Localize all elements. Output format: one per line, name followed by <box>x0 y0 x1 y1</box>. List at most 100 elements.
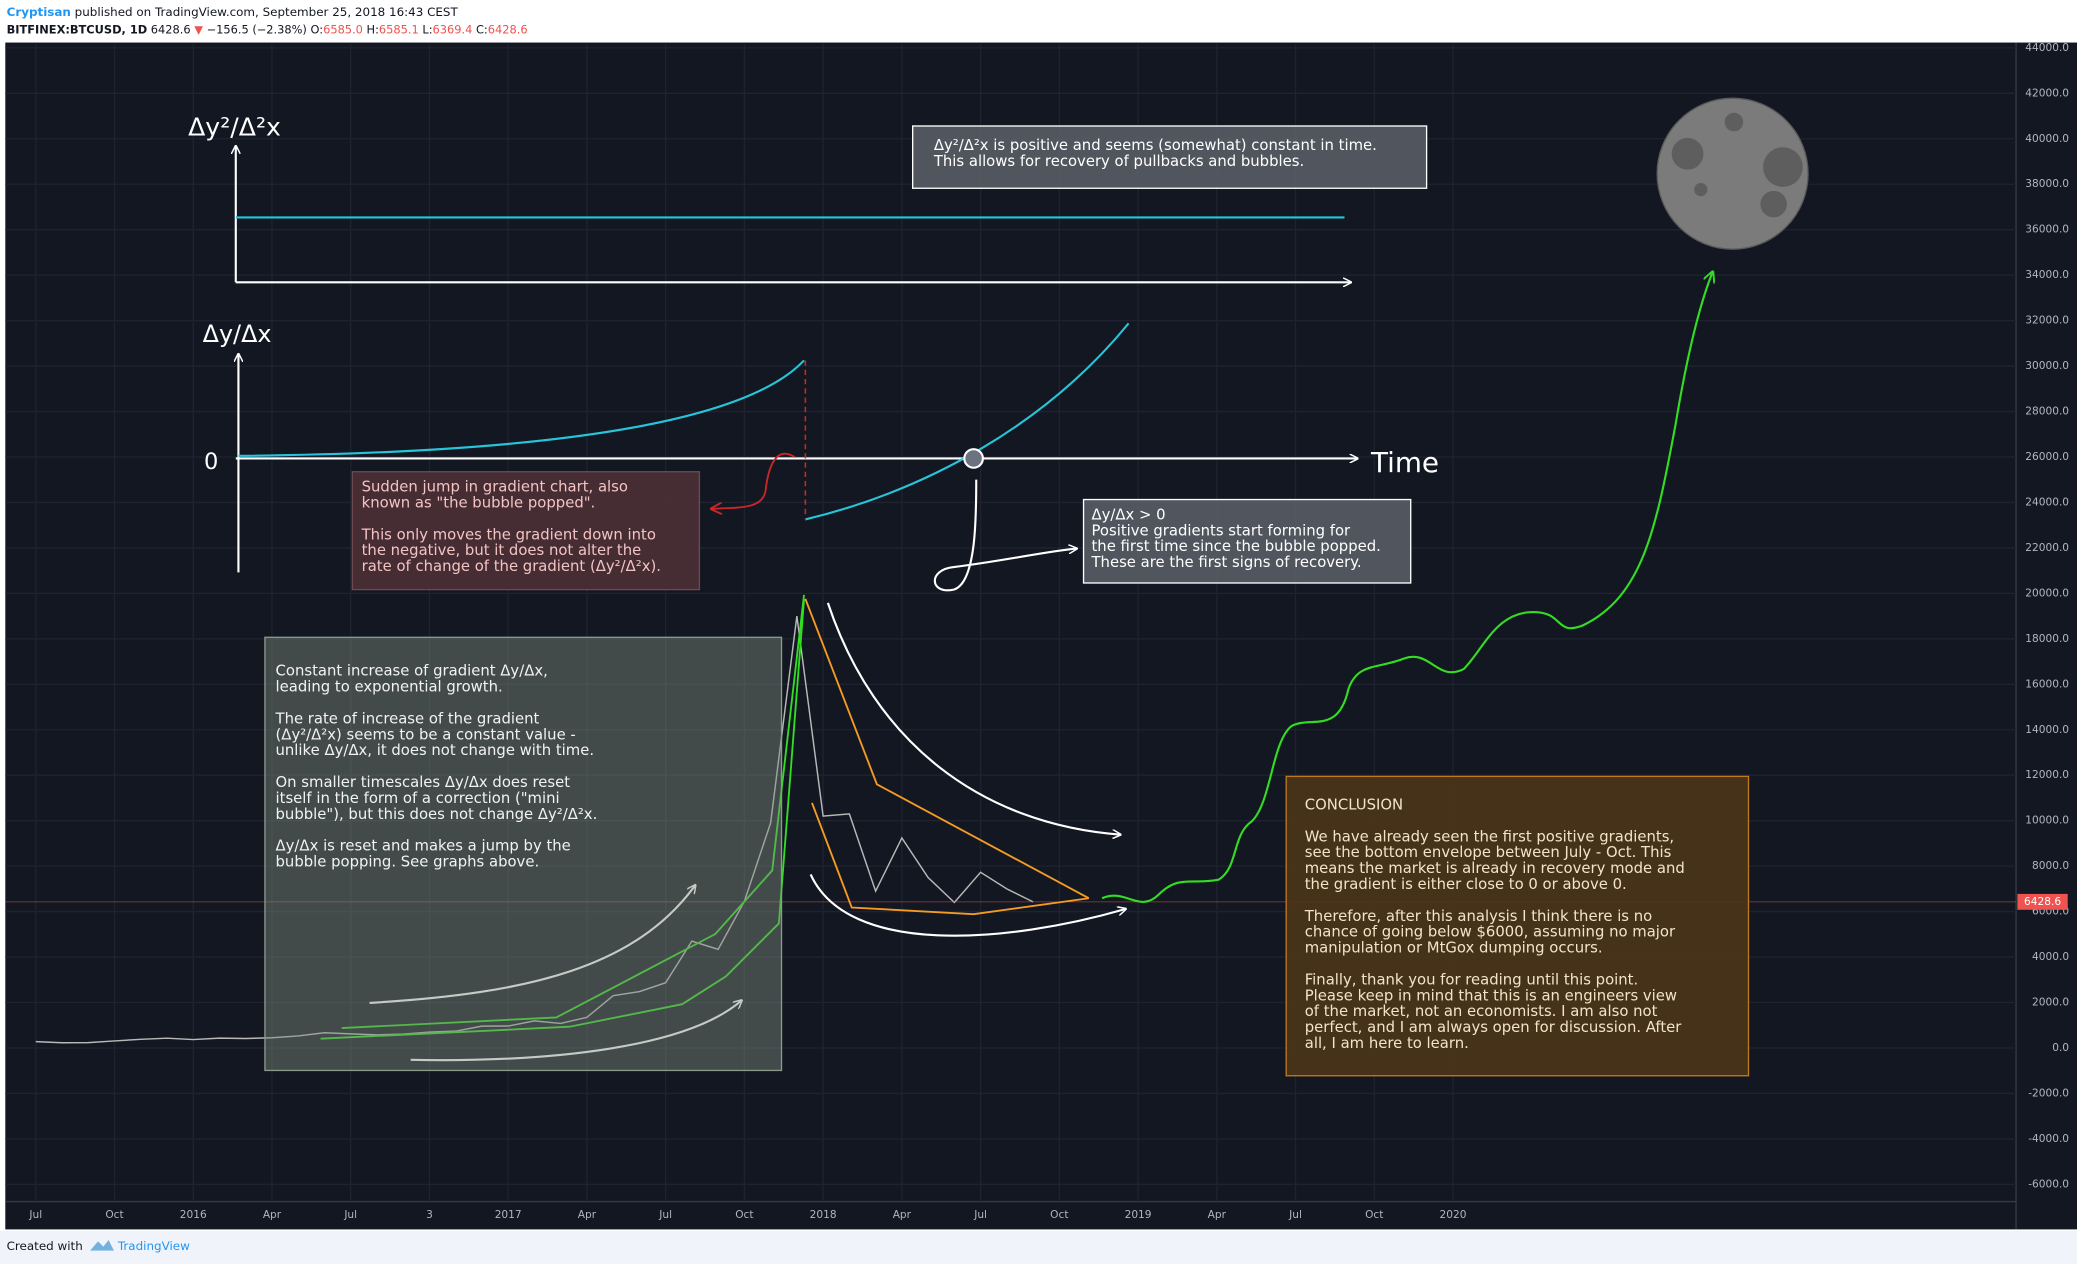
crater <box>1724 112 1744 132</box>
axis-label: Δy²/Δ²x <box>188 113 281 142</box>
drawings: Δy²/Δ²x Δy/Δx 0 Time <box>188 97 1809 1062</box>
note-line: all, I am here to learn. <box>1305 1035 1469 1052</box>
y-tick-label: 2000.0 <box>2032 997 2069 1009</box>
last-price: 6428.6 <box>151 22 191 36</box>
y-tick-label: 26000.0 <box>2025 451 2069 463</box>
note-line: Δy/Δx > 0 <box>1091 506 1165 523</box>
note-line: These are the first signs of recovery. <box>1090 554 1361 571</box>
y-tick-label: -6000.0 <box>2028 1178 2069 1190</box>
note-line: known as "the bubble popped". <box>362 495 596 512</box>
y-tick-label: 36000.0 <box>2025 224 2069 236</box>
axis-label: Time <box>1370 446 1439 479</box>
note-box <box>911 125 1428 189</box>
y-tick-label: -2000.0 <box>2028 1087 2069 1099</box>
axis-label: Δy/Δx <box>203 320 272 348</box>
note-line: (Δy²/Δ²x) seems to be a constant value - <box>276 726 576 743</box>
arrow <box>410 1000 742 1062</box>
note-line: Δy/Δx is reset and makes a jump by the <box>276 838 571 855</box>
y-tick-label: 16000.0 <box>2025 678 2069 690</box>
arrow <box>369 885 696 1004</box>
y-tick-label: 18000.0 <box>2025 633 2069 645</box>
low-label: L: <box>422 22 432 36</box>
author[interactable]: Cryptisan <box>7 5 71 19</box>
x-tick-label: 2017 <box>495 1209 522 1221</box>
y-tick-label: 40000.0 <box>2025 133 2069 145</box>
published: published on TradingView.com, September … <box>75 5 459 19</box>
note-line: The rate of increase of the gradient <box>275 710 540 727</box>
note-line: of the market, not an economists. I am a… <box>1305 1003 1658 1020</box>
note-line: means the market is already in recovery … <box>1305 860 1685 877</box>
note-line: bubble"), but this does not change Δy²/Δ… <box>276 806 598 823</box>
note-line: chance of going below $6000, assuming no… <box>1305 924 1676 941</box>
x-tick-label: Jul <box>658 1209 672 1221</box>
crossing-point <box>963 448 984 469</box>
close: 6428.6 <box>488 22 528 36</box>
projection-path <box>1101 272 1713 903</box>
y-tick-label: 10000.0 <box>2025 815 2069 827</box>
x-tick-label: Oct <box>1365 1209 1383 1221</box>
y-tick-label: -4000.0 <box>2028 1133 2069 1145</box>
x-tick-label: Apr <box>578 1209 597 1221</box>
y-tick-label: 28000.0 <box>2025 406 2069 418</box>
note-line: Positive gradients start forming for <box>1091 522 1351 539</box>
open: 6585.0 <box>323 22 363 36</box>
logo <box>90 1239 114 1251</box>
last-price-tag <box>2017 893 2068 910</box>
change: −156.5 (−2.38%) <box>207 22 307 36</box>
note-box <box>351 471 701 591</box>
moon <box>1656 97 1809 250</box>
x-tick-label: Oct <box>1050 1209 1068 1221</box>
high-label: H: <box>367 22 379 36</box>
note-line: the gradient is either close to 0 or abo… <box>1305 876 1627 893</box>
note-line: itself in the form of a correction ("min… <box>276 790 560 807</box>
y-tick-label: 38000.0 <box>2025 178 2069 190</box>
crater <box>1763 147 1803 187</box>
x-tick-label: Jul <box>343 1209 357 1221</box>
created-with: Created with <box>7 1239 83 1253</box>
y-tick-label: 14000.0 <box>2025 724 2069 736</box>
note-line: Therefore, after this analysis I think t… <box>1304 908 1652 925</box>
note-box <box>1082 498 1412 584</box>
triangle-line <box>811 802 1089 916</box>
note-line: Finally, thank you for reading until thi… <box>1305 971 1638 988</box>
close-label: C: <box>476 22 488 36</box>
x-tick-label: Apr <box>1208 1209 1227 1221</box>
note-line: rate of change of the gradient (Δy²/Δ²x)… <box>362 558 661 575</box>
notes <box>264 125 1750 1077</box>
y-tick-label: 34000.0 <box>2025 269 2069 281</box>
envelope-line <box>341 594 805 1029</box>
note-line: leading to exponential growth. <box>276 679 503 696</box>
envelope-line <box>320 598 805 1040</box>
note-line: perfect, and I am always open for discus… <box>1305 1019 1683 1036</box>
x-tick-label: 2016 <box>180 1209 207 1221</box>
symbol: BITFINEX:BTCUSD, 1D <box>7 22 148 36</box>
last-price-label: 6428.6 <box>2024 896 2061 908</box>
note-line: This allows for recovery of pullbacks an… <box>933 153 1304 170</box>
crater <box>1694 182 1708 197</box>
y-tick-label: 8000.0 <box>2032 860 2069 872</box>
note-line: On smaller timescales Δy/Δx does reset <box>276 774 571 791</box>
note-line: Please keep in mind that this is an engi… <box>1305 987 1677 1004</box>
x-tick-label: Oct <box>105 1209 123 1221</box>
arrow <box>826 602 1121 835</box>
arrow <box>933 479 1077 592</box>
note-line: the negative, but it does not alter the <box>362 542 642 559</box>
note-line: unlike Δy/Δx, it does not change with ti… <box>276 742 595 759</box>
cyan-curve <box>238 359 805 457</box>
footer-bar <box>0 1230 2077 1264</box>
crater <box>1760 190 1787 218</box>
x-tick-label: Jul <box>973 1209 987 1221</box>
y-tick-label: 30000.0 <box>2025 360 2069 372</box>
crater <box>1671 137 1704 170</box>
y-tick-label: 44000.0 <box>2025 42 2069 54</box>
arrow <box>711 452 796 509</box>
x-tick-label: 2018 <box>810 1209 837 1221</box>
note-line: This only moves the gradient down into <box>361 526 656 543</box>
y-tick-label: 6000.0 <box>2032 906 2069 918</box>
y-tick-label: 24000.0 <box>2025 496 2069 508</box>
footer: Created with TradingView <box>7 1239 190 1253</box>
note-line: bubble popping. See graphs above. <box>276 853 540 870</box>
brand[interactable]: TradingView <box>117 1239 190 1253</box>
